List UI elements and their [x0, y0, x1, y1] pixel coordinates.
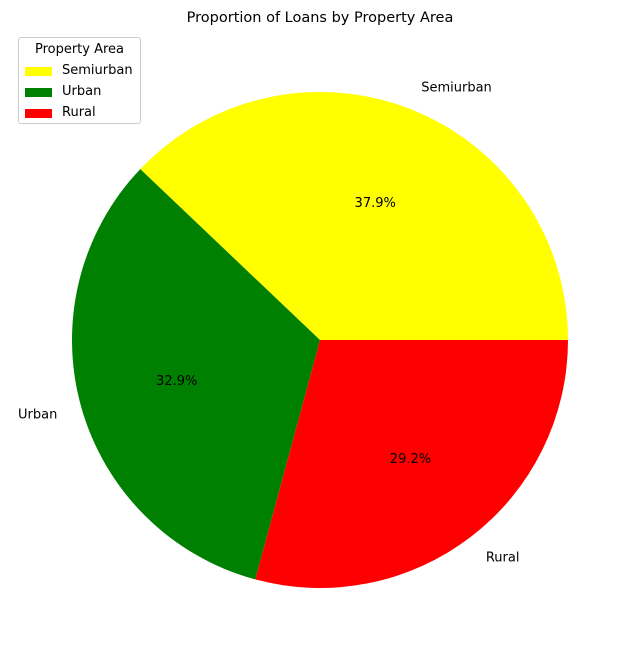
chart-title: Proportion of Loans by Property Area [187, 10, 454, 26]
legend-entry-rural: Rural [25, 106, 96, 120]
pie-slice-urban [71, 169, 320, 580]
pie-slices [71, 91, 569, 588]
legend-swatch-rural [25, 108, 52, 118]
slice-label-urban: Urban [18, 408, 57, 423]
legend-swatch-urban [25, 87, 52, 97]
legend-title: Property Area [34, 42, 125, 57]
legend-entry-urban: Urban [25, 85, 101, 99]
slice-label-semiurban: Semiurban [421, 81, 492, 96]
legend-label-semiurban: Semiurban [62, 63, 133, 78]
pie-slice-rural [255, 340, 568, 588]
pie-labels: Semiurban 37.9% Urban 32.9% Rural 29.2% [18, 81, 519, 566]
pie-slice-semiurban [140, 91, 569, 341]
pct-label-semiurban: 37.9% [355, 196, 396, 211]
legend: Property Area Semiurban Urban Rural [18, 37, 141, 124]
legend-label-rural: Rural [62, 105, 96, 120]
slice-label-rural: Rural [486, 551, 520, 566]
pct-label-urban: 32.9% [156, 374, 197, 389]
pct-label-rural: 29.2% [390, 452, 431, 467]
legend-entry-semiurban: Semiurban [25, 64, 133, 78]
legend-swatch-semiurban [25, 66, 52, 76]
legend-label-urban: Urban [62, 84, 102, 99]
